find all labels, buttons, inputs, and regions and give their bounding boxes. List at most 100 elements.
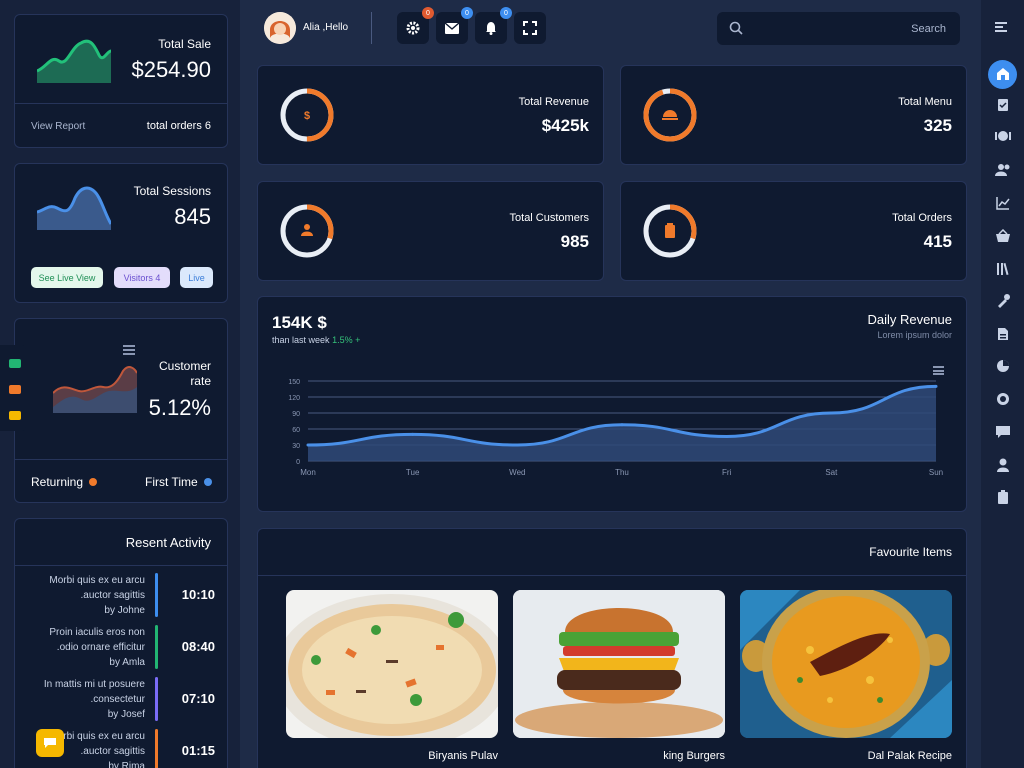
daily-revenue-title: Daily Revenue (867, 312, 952, 327)
x-tick-label: Mon (300, 468, 316, 477)
users-icon[interactable] (995, 164, 1011, 176)
customers-ring (280, 204, 334, 258)
y-tick-label: 120 (288, 395, 300, 402)
dining-icon[interactable] (995, 130, 1011, 142)
revenue-ring: $ (280, 88, 334, 142)
basket-icon[interactable] (995, 229, 1011, 243)
x-tick-label: Wed (509, 468, 525, 477)
legend-first-time: First Time (145, 475, 212, 489)
chat-icon[interactable] (995, 425, 1011, 439)
settings-button[interactable]: 0 (397, 7, 434, 44)
sessions-sparkline (37, 186, 111, 230)
revenue-point (620, 423, 624, 427)
y-tick-label: 150 (288, 379, 300, 386)
chat-bubble-icon (44, 738, 56, 748)
live-button[interactable]: Live (180, 267, 213, 288)
revenue-change: 1.5% + (332, 335, 361, 345)
food-image-burger[interactable] (513, 590, 725, 738)
notifications-button[interactable]: 0 (475, 7, 512, 44)
mail-icon (445, 22, 459, 34)
activity-author: by Amla (109, 657, 145, 668)
activity-line1: Morbi quis ex eu arcu (49, 731, 145, 742)
activity-line2: .auctor sagittis (80, 746, 145, 757)
food-image-biryani[interactable] (286, 590, 498, 738)
activity-bar (155, 625, 158, 669)
activity-item[interactable]: Morbi quis ex eu arcu .auctor sagittis by … (15, 725, 229, 768)
chat-icon[interactable] (9, 411, 21, 420)
visitors-button[interactable]: Visitors 4 (114, 267, 170, 288)
left-column: Total Sale $254.90 View Report total ord… (0, 0, 240, 768)
total-customers-value: 985 (560, 232, 589, 251)
customer-rate-sparkline (53, 366, 137, 413)
activity-line1: Morbi quis ex eu arcu (49, 575, 145, 586)
total-sessions-label: Total Sessions (133, 184, 211, 198)
chart-menu-icon[interactable] (933, 366, 944, 375)
hamburger-icon[interactable] (995, 21, 1009, 33)
photo-icon[interactable] (9, 385, 21, 394)
revenue-subtitle: than last week 1.5% + (272, 335, 360, 345)
revenue-point (411, 432, 415, 436)
messages-button[interactable]: 0 (436, 7, 473, 44)
right-nav-rail (981, 0, 1024, 768)
activity-time: 10:10 (181, 587, 215, 602)
legend-returning-dot (89, 478, 98, 486)
view-report-link[interactable]: View Report (31, 121, 86, 132)
total-sale-card: Total Sale $254.90 View Report total ord… (14, 14, 228, 148)
activity-item[interactable]: Morbi quis ex eu arcu .auctor sagittis by … (15, 569, 229, 617)
customer-rate-label-2: rate (190, 374, 211, 388)
activity-time: 08:40 (181, 639, 215, 654)
pie-chart-icon[interactable] (996, 359, 1010, 373)
chart-icon[interactable] (996, 196, 1010, 210)
divider (15, 565, 227, 566)
total-menu-value: 325 (923, 116, 952, 135)
daily-revenue-chart: 0 30 60 90 120 150 Mon Tue Wed Thu Fri Sat Sun (288, 379, 943, 477)
total-orders-value: 415 (923, 232, 952, 251)
orders-ring (643, 204, 697, 258)
user-icon[interactable] (996, 458, 1010, 472)
revenue-sub-text: than last week (272, 335, 330, 345)
activity-item[interactable]: In mattis mi ut posuere .consectetur by Jo… (15, 673, 229, 721)
document-icon[interactable] (997, 327, 1009, 341)
activity-item[interactable]: Proin iaculis eros non .odio ornare effic… (15, 621, 229, 669)
library-icon[interactable] (996, 262, 1010, 276)
search-icon (729, 21, 743, 35)
legend-returning: Returning (31, 475, 98, 489)
total-revenue-label: Total Revenue (518, 96, 589, 108)
clipboard-list-icon[interactable] (997, 490, 1009, 504)
messages-badge: 0 (461, 7, 473, 19)
daily-revenue-card: 154K $ than last week 1.5% + Daily Reven… (257, 296, 967, 512)
y-tick-label: 0 (296, 459, 300, 466)
divider (15, 459, 227, 460)
divider (258, 575, 966, 576)
y-tick-label: 30 (292, 443, 300, 450)
menu-icon[interactable] (123, 345, 135, 355)
legend-first-time-dot (203, 478, 212, 486)
total-menu-card: Total Menu 325 (620, 65, 967, 165)
see-live-view-button[interactable]: See Live View (31, 267, 103, 288)
activity-text: Morbi quis ex eu arcu .auctor sagittis by … (25, 573, 145, 618)
notifications-badge: 0 (500, 7, 512, 19)
divider (371, 12, 372, 44)
fullscreen-icon (523, 21, 537, 35)
activity-author: by Rima (108, 761, 145, 768)
total-revenue-value: $425k (541, 116, 589, 135)
customer-rate-value: 5.12% (148, 395, 211, 420)
search-input[interactable]: Search (717, 12, 960, 45)
chat-fab-button[interactable] (36, 729, 64, 757)
total-orders-text: total orders 6 (146, 120, 211, 132)
food-image-dal[interactable] (740, 590, 952, 738)
menu-ring (643, 88, 697, 142)
revenue-point (934, 384, 938, 388)
clipboard-icon[interactable] (997, 97, 1009, 111)
settings-badge: 0 (422, 7, 434, 19)
activity-text: Morbi quis ex eu arcu .auctor sagittis by … (25, 729, 145, 768)
fullscreen-button[interactable] (514, 12, 546, 44)
revenue-area (308, 386, 936, 461)
tools-icon[interactable] (996, 294, 1010, 308)
dal-image (740, 590, 952, 738)
gear-icon (406, 21, 420, 35)
avatar[interactable] (264, 12, 296, 44)
target-icon[interactable] (996, 392, 1010, 406)
total-customers-card: Total Customers 985 (257, 181, 604, 281)
camera-icon[interactable] (9, 359, 21, 368)
